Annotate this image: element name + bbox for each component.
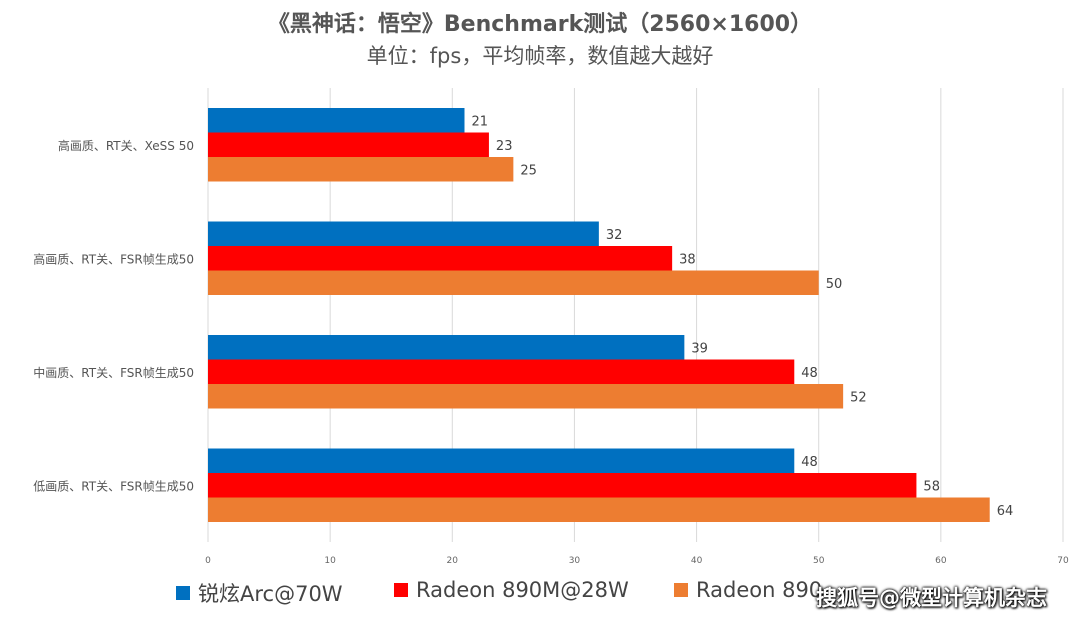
labels: 0 10 20 30 40 50 60 70 21 23 25 高画质、RT关、XeSS 50 32 38… [33, 114, 1069, 566]
bar-3-1 [208, 473, 917, 498]
bar-3-2 [208, 497, 990, 522]
data-label-1-0: 32 [606, 228, 623, 243]
bar-0-1 [208, 132, 489, 157]
x-tick-label-50: 50 [813, 556, 825, 566]
x-tick-label-20: 20 [447, 556, 459, 566]
legend-item-arc: 锐炫Arc@70W [176, 578, 343, 608]
bar-3-0 [208, 448, 795, 473]
data-label-3-0: 48 [801, 455, 818, 470]
legend-swatch-890 [674, 583, 688, 597]
data-label-1-1: 38 [679, 252, 696, 267]
x-tick-label-0: 0 [205, 556, 211, 566]
data-label-0-2: 25 [520, 163, 537, 178]
category-label-1: 高画质、RT关、FSR帧生成50 [33, 251, 194, 266]
bar-1-1 [208, 246, 673, 271]
legend-item-890m: Radeon 890M@28W [394, 578, 629, 602]
chart-title: 《黑神话：悟空》Benchmark测试（2560×1600） [267, 12, 813, 37]
x-tick-label-10: 10 [324, 556, 336, 566]
watermark: 搜狐号@微型计算机杂志 [816, 586, 1047, 610]
bars [208, 108, 990, 522]
category-label-3: 低画质、RT关、FSR帧生成50 [33, 479, 194, 493]
bar-0-2 [208, 157, 514, 182]
bar-1-0 [208, 221, 599, 246]
x-tick-label-30: 30 [569, 556, 581, 566]
legend-swatch-890m [394, 583, 408, 597]
legend: 锐炫Arc@70W Radeon 890M@28W Radeon 890 [0, 578, 1080, 612]
category-label-0: 高画质、RT关、XeSS 50 [58, 138, 194, 153]
data-label-2-1: 48 [801, 366, 818, 381]
data-label-2-2: 52 [850, 390, 867, 405]
category-label-2: 中画质、RT关、FSR帧生成50 [33, 365, 194, 380]
data-label-2-0: 39 [691, 341, 708, 356]
data-label-0-1: 23 [496, 139, 513, 154]
x-tick-label-60: 60 [935, 556, 947, 566]
data-label-3-1: 58 [923, 479, 940, 494]
x-tick-label-70: 70 [1057, 556, 1069, 566]
legend-item-890: Radeon 890 [674, 578, 822, 602]
chart-subtitle: 单位：fps，平均帧率，数值越大越好 [366, 44, 714, 68]
bar-0-0 [208, 108, 465, 133]
legend-label-arc: 锐炫Arc@70W [198, 582, 343, 606]
legend-label-890: Radeon 890 [696, 578, 823, 602]
bar-1-2 [208, 270, 819, 295]
bar-2-1 [208, 359, 795, 384]
bar-2-2 [208, 384, 844, 409]
data-label-1-2: 50 [826, 277, 843, 292]
data-label-0-0: 21 [472, 114, 489, 129]
legend-swatch-arc [176, 586, 190, 600]
legend-label-890m: Radeon 890M@28W [416, 578, 629, 602]
x-tick-label-40: 40 [691, 556, 703, 566]
bar-2-0 [208, 335, 685, 360]
data-label-3-2: 64 [997, 504, 1014, 519]
